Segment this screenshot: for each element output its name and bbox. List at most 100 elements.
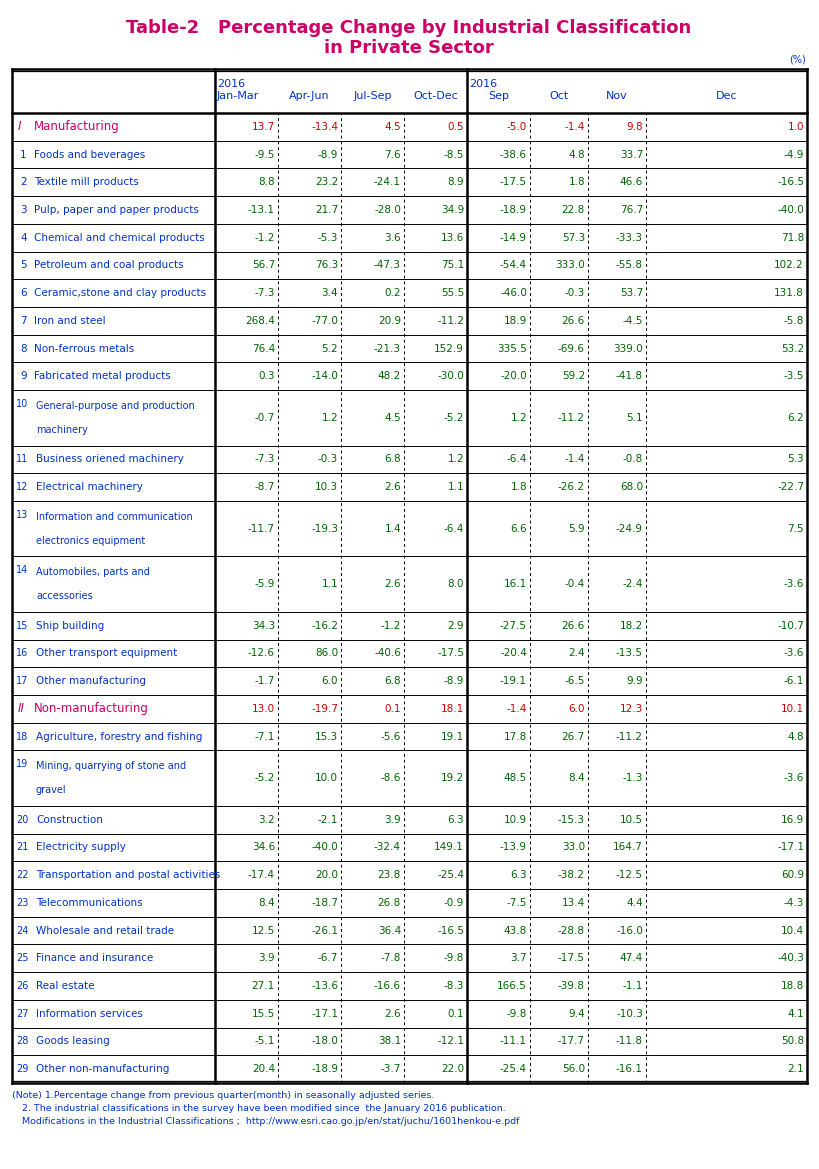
Text: 8.4: 8.4 <box>258 898 275 908</box>
Text: 5.3: 5.3 <box>787 455 804 464</box>
Text: gravel: gravel <box>36 786 66 795</box>
Text: -8.3: -8.3 <box>444 981 464 991</box>
Text: Other manufacturing: Other manufacturing <box>36 676 146 686</box>
Text: 102.2: 102.2 <box>774 261 804 270</box>
Text: 18.9: 18.9 <box>504 316 527 326</box>
Text: 23.2: 23.2 <box>314 178 338 187</box>
Text: 10.5: 10.5 <box>620 815 643 824</box>
Text: -8.7: -8.7 <box>255 482 275 492</box>
Text: -1.4: -1.4 <box>564 455 585 464</box>
Text: -8.5: -8.5 <box>444 150 464 160</box>
Text: 5.1: 5.1 <box>627 413 643 423</box>
Text: 57.3: 57.3 <box>562 233 585 243</box>
Text: 15.5: 15.5 <box>251 1009 275 1018</box>
Text: 2.6: 2.6 <box>384 482 401 492</box>
Text: Ship building: Ship building <box>36 621 104 631</box>
Text: -5.8: -5.8 <box>784 316 804 326</box>
Text: 26.6: 26.6 <box>562 316 585 326</box>
Text: Electrical machinery: Electrical machinery <box>36 482 143 492</box>
Text: 8.9: 8.9 <box>447 178 464 187</box>
Text: 75.1: 75.1 <box>441 261 464 270</box>
Text: 6.3: 6.3 <box>447 815 464 824</box>
Text: 3.6: 3.6 <box>384 233 401 243</box>
Text: 18.1: 18.1 <box>441 704 464 714</box>
Text: 6.0: 6.0 <box>322 676 338 686</box>
Text: 23: 23 <box>16 898 29 908</box>
Text: 26: 26 <box>16 981 29 991</box>
Text: 1: 1 <box>20 150 27 160</box>
Text: 5: 5 <box>20 261 27 270</box>
Text: -25.4: -25.4 <box>500 1064 527 1074</box>
Text: 6.8: 6.8 <box>384 455 401 464</box>
Text: 56.7: 56.7 <box>251 261 275 270</box>
Text: 24: 24 <box>16 926 29 935</box>
Text: -19.7: -19.7 <box>311 704 338 714</box>
Text: -26.1: -26.1 <box>311 926 338 935</box>
Text: 2: 2 <box>20 178 27 187</box>
Text: 1.2: 1.2 <box>447 455 464 464</box>
Text: 19.1: 19.1 <box>441 732 464 741</box>
Text: 1.2: 1.2 <box>510 413 527 423</box>
Text: -77.0: -77.0 <box>311 316 338 326</box>
Text: 23.8: 23.8 <box>378 870 401 880</box>
Text: -69.6: -69.6 <box>558 344 585 353</box>
Text: -1.4: -1.4 <box>507 704 527 714</box>
Text: 22.8: 22.8 <box>562 205 585 215</box>
Text: Non-ferrous metals: Non-ferrous metals <box>34 344 134 353</box>
Text: Table-2   Percentage Change by Industrial Classification: Table-2 Percentage Change by Industrial … <box>126 19 691 37</box>
Text: 3.4: 3.4 <box>321 288 338 298</box>
Text: -9.5: -9.5 <box>255 150 275 160</box>
Text: -7.8: -7.8 <box>381 953 401 963</box>
Text: -3.7: -3.7 <box>381 1064 401 1074</box>
Text: 68.0: 68.0 <box>620 482 643 492</box>
Text: -20.4: -20.4 <box>500 649 527 658</box>
Text: 33.7: 33.7 <box>620 150 643 160</box>
Text: Foods and beverages: Foods and beverages <box>34 150 145 160</box>
Text: Non-manufacturing: Non-manufacturing <box>34 703 149 715</box>
Text: -11.8: -11.8 <box>616 1037 643 1046</box>
Text: -13.6: -13.6 <box>311 981 338 991</box>
Text: 2.9: 2.9 <box>447 621 464 631</box>
Text: -17.5: -17.5 <box>500 178 527 187</box>
Text: -33.3: -33.3 <box>616 233 643 243</box>
Text: -12.6: -12.6 <box>248 649 275 658</box>
Text: -30.0: -30.0 <box>437 372 464 381</box>
Text: 3.7: 3.7 <box>510 953 527 963</box>
Text: -1.1: -1.1 <box>622 981 643 991</box>
Text: Mining, quarrying of stone and: Mining, quarrying of stone and <box>36 761 186 770</box>
Text: -10.7: -10.7 <box>777 621 804 631</box>
Text: 3.9: 3.9 <box>258 953 275 963</box>
Text: -25.4: -25.4 <box>437 870 464 880</box>
Text: 2016: 2016 <box>469 79 497 89</box>
Text: 16.1: 16.1 <box>504 579 527 589</box>
Text: 333.0: 333.0 <box>555 261 585 270</box>
Text: -19.1: -19.1 <box>500 676 527 686</box>
Text: Modifications in the Industrial Classifications ;  http://www.esri.cao.go.jp/en/: Modifications in the Industrial Classifi… <box>22 1118 519 1126</box>
Text: 20.9: 20.9 <box>378 316 401 326</box>
Text: -4.3: -4.3 <box>784 898 804 908</box>
Text: -1.3: -1.3 <box>622 773 643 783</box>
Text: 33.0: 33.0 <box>562 843 585 852</box>
Text: Apr-Jun: Apr-Jun <box>289 91 330 101</box>
Text: -6.4: -6.4 <box>507 455 527 464</box>
Text: -0.4: -0.4 <box>565 579 585 589</box>
Text: -0.3: -0.3 <box>318 455 338 464</box>
Text: -1.2: -1.2 <box>255 233 275 243</box>
Text: 9.8: 9.8 <box>627 122 643 132</box>
Text: 86.0: 86.0 <box>314 649 338 658</box>
Text: 1.2: 1.2 <box>321 413 338 423</box>
Text: -4.5: -4.5 <box>622 316 643 326</box>
Text: 2.6: 2.6 <box>384 1009 401 1018</box>
Text: Pulp, paper and paper products: Pulp, paper and paper products <box>34 205 199 215</box>
Text: 19: 19 <box>16 760 28 769</box>
Text: 17.8: 17.8 <box>504 732 527 741</box>
Text: 9.9: 9.9 <box>627 676 643 686</box>
Text: -8.6: -8.6 <box>381 773 401 783</box>
Text: -3.6: -3.6 <box>784 649 804 658</box>
Text: -22.7: -22.7 <box>777 482 804 492</box>
Text: -16.5: -16.5 <box>777 178 804 187</box>
Text: -3.6: -3.6 <box>784 773 804 783</box>
Text: 53.7: 53.7 <box>620 288 643 298</box>
Text: -0.9: -0.9 <box>444 898 464 908</box>
Text: -28.8: -28.8 <box>558 926 585 935</box>
